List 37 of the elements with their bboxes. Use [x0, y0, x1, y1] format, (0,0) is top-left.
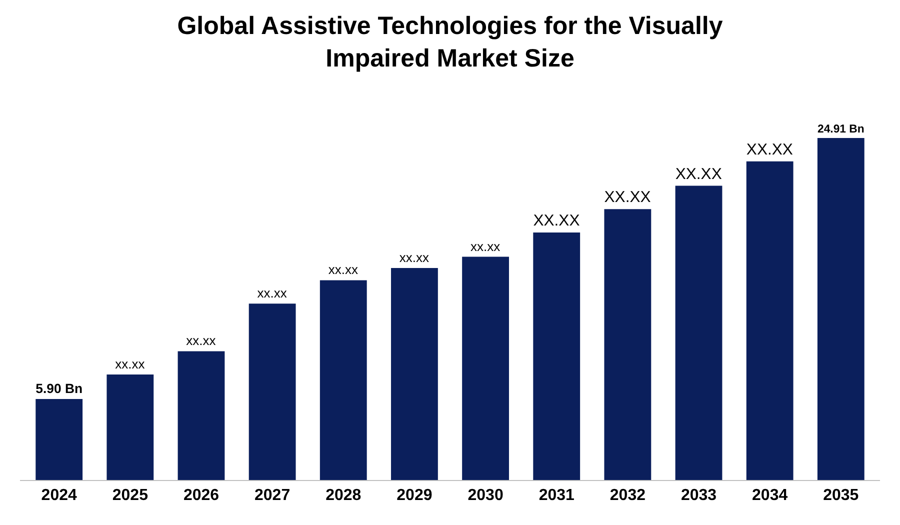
- bar: [604, 209, 652, 480]
- data-label: XX.XX: [604, 189, 652, 206]
- bar: [106, 374, 154, 480]
- data-label: XX.XX: [533, 212, 580, 230]
- bar: [817, 138, 864, 480]
- data-label: xx.xx: [257, 286, 288, 301]
- data-label: 5.90 Bn: [36, 381, 83, 396]
- x-tick-label: 2029: [396, 487, 432, 504]
- data-label: xx.xx: [328, 262, 358, 278]
- x-tick-label: 2032: [610, 487, 646, 504]
- bar: [675, 186, 722, 480]
- data-label: XX.XX: [746, 141, 794, 158]
- bar: [248, 304, 296, 480]
- bar: [391, 268, 438, 480]
- data-label: xx.xx: [399, 250, 430, 266]
- bar: [533, 232, 580, 480]
- x-tick-label: 2035: [823, 487, 859, 504]
- bar: [36, 399, 83, 480]
- x-tick-label: 2027: [254, 487, 290, 504]
- bar: [462, 256, 509, 480]
- bar: [746, 161, 794, 480]
- data-label: xx.xx: [186, 333, 216, 348]
- x-tick-label: 2030: [468, 487, 504, 504]
- data-label: xx.xx: [115, 356, 146, 372]
- x-tick-label: 2024: [41, 487, 77, 504]
- data-label: xx.xx: [470, 238, 501, 254]
- bar: [178, 351, 225, 480]
- x-tick-label: 2033: [680, 487, 717, 504]
- data-label: 24.91 Bn: [817, 123, 864, 136]
- x-tick-label: 2034: [752, 487, 788, 504]
- x-tick-label: 2026: [183, 487, 220, 504]
- data-label: XX.XX: [675, 166, 722, 183]
- x-tick-label: 2028: [326, 487, 362, 504]
- bar: [320, 280, 367, 480]
- x-tick-label: 2031: [538, 487, 575, 504]
- chart-title: Global Assistive Technologies for the Visually Impaired Market Size: [177, 12, 723, 73]
- x-tick-label: 2025: [112, 487, 148, 504]
